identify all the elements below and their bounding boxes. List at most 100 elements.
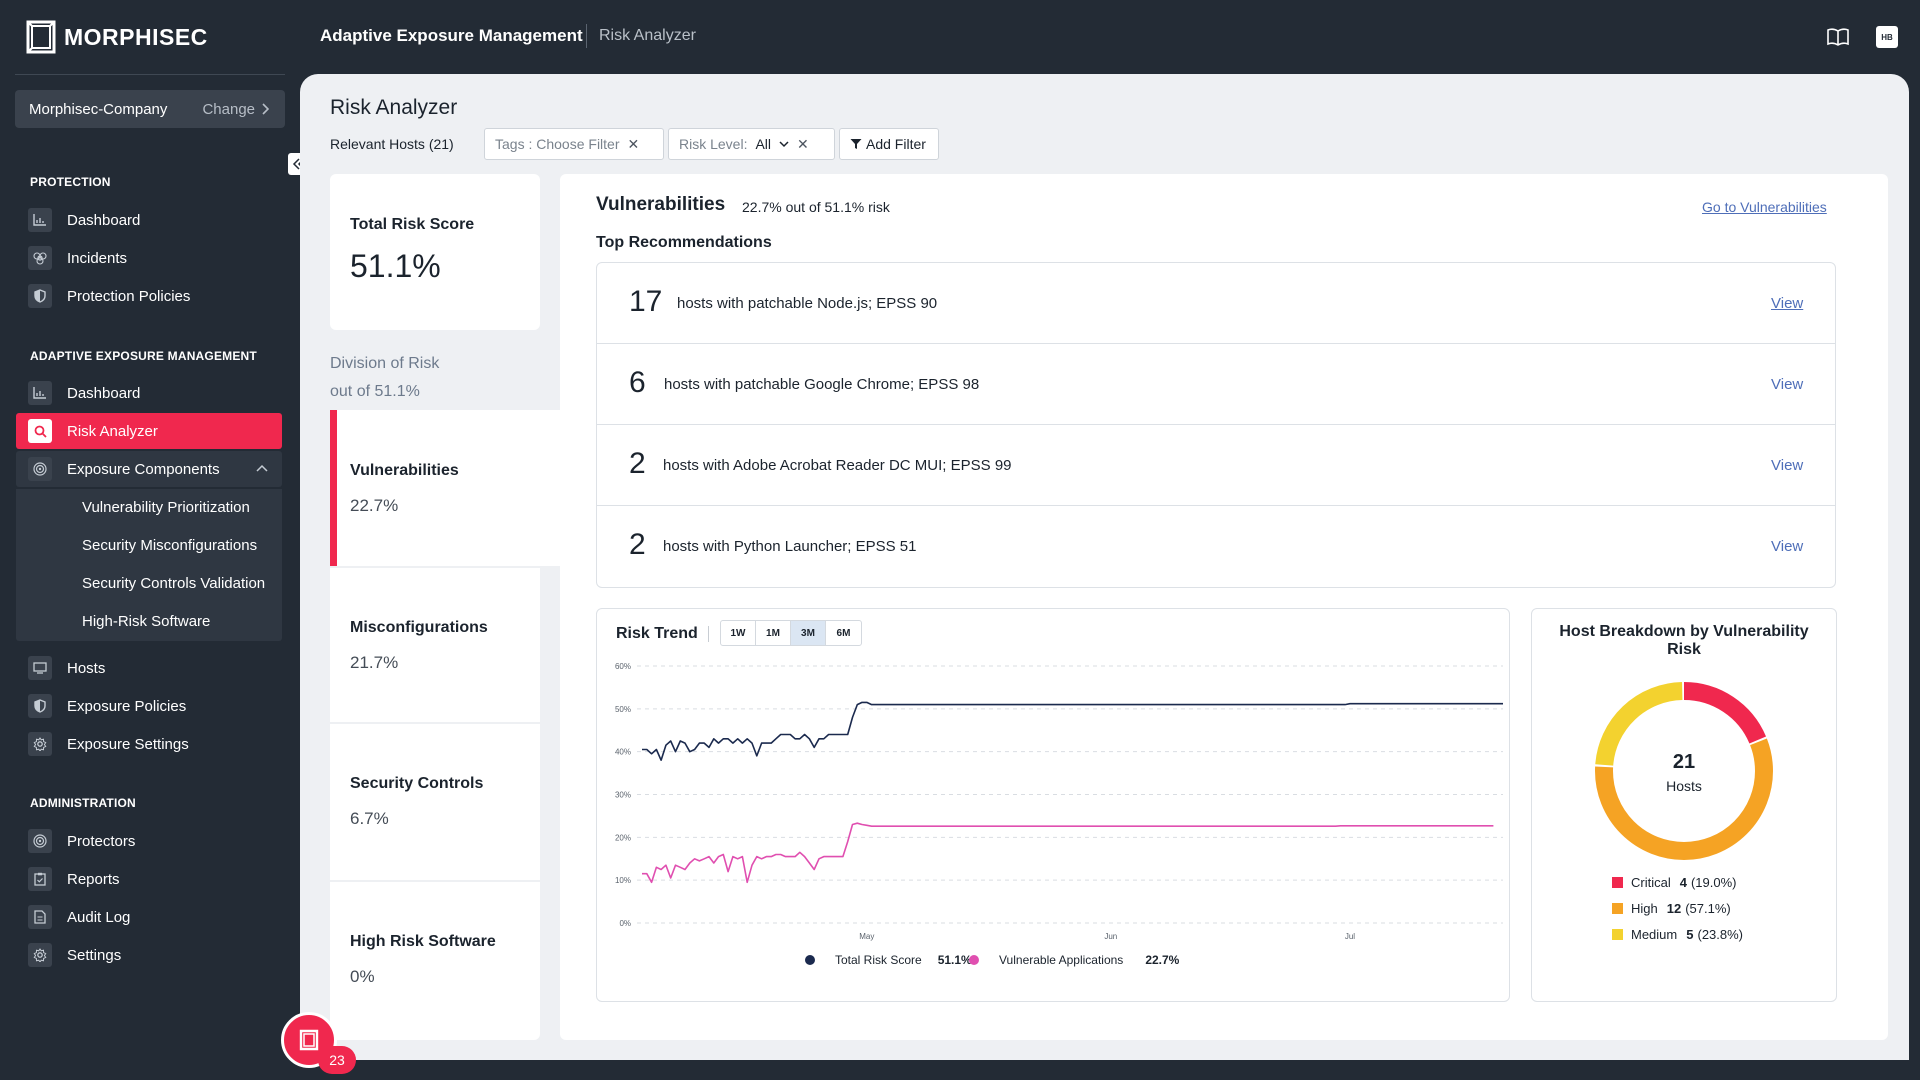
brand-logo[interactable]: MORPHISEC xyxy=(26,20,208,54)
category-value: 22.7% xyxy=(350,496,399,515)
risk-level-filter[interactable]: Risk Level: All ✕ xyxy=(668,128,835,160)
sidebar-item-dashboard-protection[interactable]: Dashboard xyxy=(16,202,282,238)
sidebar-item-exposure-components[interactable]: Exposure Components xyxy=(16,451,282,487)
chevron-right-icon xyxy=(262,103,269,115)
recommendation-count: 2 xyxy=(629,528,646,561)
go-to-vulnerabilities-link[interactable]: Go to Vulnerabilities xyxy=(1702,199,1827,215)
legend-pct: (23.8%) xyxy=(1697,927,1744,942)
top-recommendations-title: Top Recommendations xyxy=(596,234,772,251)
sidebar-divider xyxy=(15,74,285,75)
user-avatar[interactable]: HB xyxy=(1876,26,1898,48)
y-tick-label: 30% xyxy=(615,791,631,800)
sidebar-item-label: Protection Policies xyxy=(67,287,191,305)
range-3m-button[interactable]: 3M xyxy=(791,621,826,645)
series-line-vulnerable-apps[interactable] xyxy=(642,822,1494,884)
risk-level-label: Risk Level: xyxy=(679,136,748,152)
recommendation-view-link[interactable]: View xyxy=(1771,376,1804,393)
category-label: Security Controls xyxy=(350,775,484,792)
shield-icon xyxy=(28,694,52,718)
add-filter-button[interactable]: Add Filter xyxy=(839,128,939,160)
sidebar-subitem-security-controls-validation[interactable]: Security Controls Validation xyxy=(82,575,266,592)
sidebar-subitem-high-risk-software[interactable]: High-Risk Software xyxy=(82,613,211,630)
company-selector[interactable]: Morphisec-Company Change xyxy=(15,90,285,128)
x-tick-label: Jul xyxy=(1345,932,1355,941)
add-filter-label: Add Filter xyxy=(866,136,926,152)
sidebar-item-incidents[interactable]: Incidents xyxy=(16,240,282,276)
sidebar-item-label: Reports xyxy=(67,870,120,888)
legend-swatch xyxy=(1612,929,1623,940)
range-6m-button[interactable]: 6M xyxy=(836,627,851,639)
donut-slice-high[interactable] xyxy=(1595,682,1773,860)
clear-risk-level-icon[interactable]: ✕ xyxy=(797,135,809,152)
company-name: Morphisec-Company xyxy=(29,100,168,118)
host-breakdown-donut xyxy=(1595,682,1773,860)
biohazard-icon xyxy=(28,246,52,270)
legend-label: Medium xyxy=(1631,927,1678,942)
legend-label: Vulnerable Applications xyxy=(999,953,1124,967)
gear-icon xyxy=(28,943,52,967)
exposure-components-submenu: Vulnerability Prioritization Security Mi… xyxy=(16,489,282,641)
legend-label: High xyxy=(1631,901,1658,916)
sidebar-item-protectors[interactable]: Protectors xyxy=(16,823,282,859)
x-tick-label: Jun xyxy=(1104,932,1117,941)
recommendation-text: hosts with patchable Node.js; EPSS 90 xyxy=(677,295,938,312)
category-label: High Risk Software xyxy=(350,933,496,950)
sidebar-item-audit-log[interactable]: Audit Log xyxy=(16,899,282,935)
total-risk-card: Total Risk Score 51.1% xyxy=(330,174,540,330)
recommendation-row: 6 hosts with patchable Google Chrome; EP… xyxy=(597,344,1835,425)
gear-icon xyxy=(28,732,52,756)
range-1m-button[interactable]: 1M xyxy=(756,621,791,645)
book-icon[interactable] xyxy=(1826,27,1850,47)
recommendation-view-link[interactable]: View xyxy=(1771,457,1804,474)
monitor-icon xyxy=(28,656,52,680)
donut-slice-critical[interactable] xyxy=(1595,682,1773,860)
sidebar-item-exposure-policies[interactable]: Exposure Policies xyxy=(16,688,282,724)
tags-filter[interactable]: Tags : Choose Filter ✕ xyxy=(484,128,664,160)
y-tick-label: 50% xyxy=(615,705,631,714)
y-tick-label: 0% xyxy=(619,919,631,928)
sidebar-item-risk-analyzer[interactable]: Risk Analyzer xyxy=(16,413,282,449)
sidebar-item-label: Protectors xyxy=(67,832,136,850)
category-vulnerabilities[interactable]: Vulnerabilities 22.7% xyxy=(330,410,560,566)
donut-legend-critical[interactable]: Critical 4 (19.0%) xyxy=(1612,875,1737,890)
chevron-up-icon xyxy=(256,464,268,472)
category-value: 0% xyxy=(350,967,375,986)
category-high-risk-software[interactable]: High Risk Software 0% xyxy=(330,882,540,1040)
sidebar-item-exposure-settings[interactable]: Exposure Settings xyxy=(16,726,282,762)
sidebar-subitem-vulnerability-prioritization[interactable]: Vulnerability Prioritization xyxy=(82,499,250,516)
legend-value: 51.1% xyxy=(937,953,972,967)
sidebar-item-settings[interactable]: Settings xyxy=(16,937,282,973)
recommendation-text: hosts with patchable Google Chrome; EPSS… xyxy=(664,376,980,393)
donut-legend-medium[interactable]: Medium 5 (23.8%) xyxy=(1612,927,1743,942)
legend-pct: (19.0%) xyxy=(1690,875,1737,890)
recommendation-count: 2 xyxy=(629,447,646,480)
change-company-button[interactable]: Change xyxy=(202,101,269,118)
clear-tags-icon[interactable]: ✕ xyxy=(627,135,640,152)
sidebar-item-hosts[interactable]: Hosts xyxy=(16,650,282,686)
category-value: 21.7% xyxy=(350,653,399,672)
category-security-controls[interactable]: Security Controls 6.7% xyxy=(330,724,540,880)
vulnerabilities-title: Vulnerabilities xyxy=(596,194,726,215)
sidebar-item-label: Dashboard xyxy=(67,211,141,229)
sidebar-item-label: Risk Analyzer xyxy=(67,422,158,440)
morphisec-logo-icon xyxy=(26,20,56,54)
recommendation-view-link[interactable]: View xyxy=(1771,295,1804,312)
legend-value: 22.7% xyxy=(1145,953,1180,967)
sidebar-item-dashboard-aem[interactable]: Dashboard xyxy=(16,375,282,411)
risk-trend-chart: 60% 50% 40% 30% 20% 10% 0% May Jun Jul xyxy=(615,662,1503,941)
legend-total-risk[interactable]: Total Risk Score 51.1% xyxy=(805,953,972,967)
legend-vulnerable-apps[interactable]: Vulnerable Applications 22.7% xyxy=(969,953,1179,967)
legend-dot xyxy=(969,955,979,965)
donut-legend-high[interactable]: High 12 (57.1%) xyxy=(1612,901,1731,916)
sidebar-subitem-security-misconfigurations[interactable]: Security Misconfigurations xyxy=(82,537,258,554)
series-line-total-risk[interactable] xyxy=(642,701,1503,761)
legend-count: 5 xyxy=(1686,927,1694,942)
category-misconfigurations[interactable]: Misconfigurations 21.7% xyxy=(330,568,540,722)
sidebar-item-reports[interactable]: Reports xyxy=(16,861,282,897)
sidebar-item-protection-policies[interactable]: Protection Policies xyxy=(16,278,282,314)
legend-swatch xyxy=(1612,877,1623,888)
recommendation-view-link[interactable]: View xyxy=(1771,538,1804,555)
recommendation-count: 17 xyxy=(629,285,663,318)
document-icon xyxy=(28,905,52,929)
range-1w-button[interactable]: 1W xyxy=(721,621,756,645)
